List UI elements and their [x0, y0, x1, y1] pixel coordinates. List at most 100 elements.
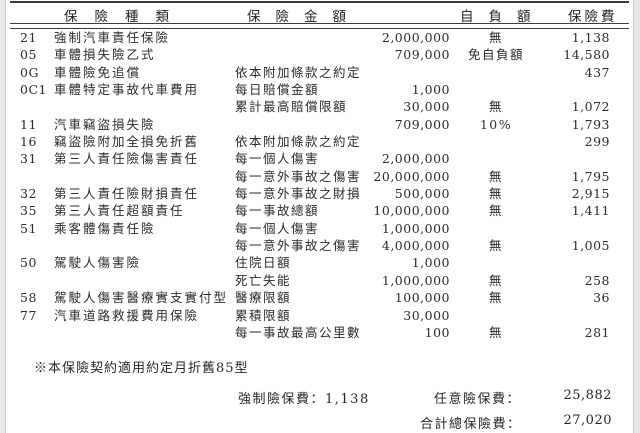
table-row: 0C1 車體特定事故代車費用 每日賠償金額 1,000 [8, 81, 631, 98]
premium-value: 36 [593, 290, 610, 306]
table-row: 累計最高賠償限額 30,000 無 1,072 [8, 98, 631, 115]
deductible-value: 免自負額 [467, 47, 524, 63]
coverage-code: 21 [20, 30, 37, 45]
table-row: 16 竊盜險附加全損免折舊 依本附加條款之約定 299 [8, 133, 631, 150]
coverage-name: 車體險免追償 [54, 64, 142, 80]
deductible-value: 10% [479, 116, 513, 132]
coverage-name: 車體損失險乙式 [54, 47, 156, 63]
coverage-name: 竊盜險附加全損免折舊 [54, 134, 200, 150]
coverage-limit-description: 累積限額 [235, 307, 292, 323]
insured-amount: 30,000 [403, 99, 450, 115]
coverage-limit-description: 醫療限額 [235, 290, 292, 306]
column-header-deductible: 自負額 [460, 9, 546, 25]
coverage-code: 51 [20, 220, 37, 236]
table-row: 21 強制汽車責任保險 2,000,000 無 1,138 [8, 29, 631, 46]
coverage-code: 0G [20, 64, 39, 80]
coverage-name: 駕駛人傷害醫療實支實付型 [54, 290, 229, 306]
insured-amount: 100 [424, 324, 450, 340]
depreciation-note: ※本保險契約適用約定月折舊85型 [34, 361, 249, 376]
coverage-limit-description: 每一個人傷害 [235, 151, 320, 167]
insured-amount: 30,000 [403, 307, 450, 323]
grand-total-premium-value: 27,020 [563, 413, 612, 428]
coverage-name: 第三人責任超額責任 [54, 203, 185, 219]
coverage-name: 車體特定事故代車費用 [54, 82, 200, 98]
coverage-name: 第三人責任險傷害責任 [54, 151, 200, 167]
premium-value: 1,138 [571, 30, 610, 45]
voluntary-premium-label: 任意險保費： [434, 392, 522, 407]
coverage-limit-description: 累計最高賠償限額 [235, 99, 348, 115]
table-row: 0G 車體險免追償 依本附加條款之約定 437 [8, 64, 631, 81]
insured-amount: 4,000,000 [381, 238, 450, 254]
coverage-code: 31 [20, 151, 37, 167]
coverage-code: 0C1 [20, 82, 47, 98]
voluntary-premium-value: 25,882 [563, 388, 612, 403]
scan-right-edge [633, 0, 640, 433]
table-row: 77 汽車道路救援費用保險 累積限額 30,000 [8, 307, 631, 324]
premium-value: 1,005 [571, 238, 610, 254]
coverage-name: 汽車竊盜損失險 [54, 116, 156, 132]
premium-value: 14,580 [563, 47, 610, 63]
premium-value: 258 [584, 272, 610, 288]
table-row: 05 車體損失險乙式 709,000 免自負額 14,580 [8, 46, 631, 63]
premium-value: 299 [584, 134, 610, 150]
compulsory-premium-total: 強制險保費：1,138 [238, 392, 370, 407]
coverage-limit-description: 每一事故總額 [235, 203, 320, 219]
insured-amount: 1,000 [411, 82, 450, 98]
coverage-table-body: 21 強制汽車責任保險 2,000,000 無 1,138 05 車體損失險乙式… [8, 29, 631, 341]
deductible-value: 無 [488, 324, 503, 340]
column-header-insured-amount: 保險金額 [247, 9, 361, 25]
deductible-value: 無 [488, 30, 503, 45]
coverage-code: 58 [20, 290, 37, 306]
coverage-code: 32 [20, 186, 37, 202]
table-row: 死亡失能 1,000,000 無 258 [8, 272, 631, 289]
deductible-value: 無 [488, 272, 503, 288]
premium-value: 437 [584, 64, 610, 80]
premium-value: 1,793 [571, 116, 610, 132]
table-row: 51 乘客體傷責任險 每一個人傷害 1,000,000 [8, 220, 631, 237]
table-row: 50 駕駛人傷害險 住院日額 1,000 [8, 254, 631, 271]
deductible-value: 無 [488, 186, 503, 202]
coverage-code: 05 [20, 47, 37, 63]
coverage-name: 駕駛人傷害險 [54, 255, 142, 271]
insured-amount: 1,000 [411, 255, 450, 271]
insured-amount: 500,000 [394, 186, 450, 202]
table-row: 每一意外事故之傷害 20,000,000 無 1,795 [8, 168, 631, 185]
coverage-name: 汽車道路救援費用保險 [54, 307, 200, 323]
coverage-limit-description: 依本附加條款之約定 [235, 64, 362, 80]
premium-value: 2,915 [571, 186, 610, 202]
coverage-limit-description: 每一意外事故之傷害 [235, 168, 362, 184]
coverage-limit-description: 每日賠償金額 [235, 82, 320, 98]
column-header-premium: 保險費 [568, 9, 618, 25]
coverage-name: 強制汽車責任保險 [54, 30, 171, 45]
coverage-limit-description: 每一意外事故之傷害 [235, 238, 362, 254]
coverage-code: 16 [20, 134, 37, 150]
coverage-limit-description: 每一個人傷害 [235, 220, 320, 236]
coverage-code: 11 [20, 116, 37, 132]
coverage-name: 乘客體傷責任險 [54, 220, 156, 236]
coverage-code: 50 [20, 255, 37, 271]
deductible-value: 無 [488, 290, 503, 306]
insured-amount: 2,000,000 [381, 30, 450, 45]
table-row: 35 第三人責任超額責任 每一事故總額 10,000,000 無 1,411 [8, 202, 631, 219]
table-top-rule [10, 1, 629, 3]
table-row: 每一事故最高公里數 100 無 281 [8, 324, 631, 341]
table-row: 31 第三人責任險傷害責任 每一個人傷害 2,000,000 [8, 150, 631, 167]
coverage-limit-description: 每一意外事故之財損 [235, 186, 362, 202]
table-row: 每一意外事故之傷害 4,000,000 無 1,005 [8, 237, 631, 254]
coverage-limit-description: 住院日額 [235, 255, 292, 271]
coverage-code: 77 [20, 307, 37, 323]
table-row: 11 汽車竊盜損失險 709,000 10% 1,793 [8, 116, 631, 133]
premium-value: 1,072 [571, 99, 610, 115]
insured-amount: 1,000,000 [381, 220, 450, 236]
table-row: 58 駕駛人傷害醫療實支實付型 醫療限額 100,000 無 36 [8, 289, 631, 306]
coverage-name: 第三人責任險財損責任 [54, 186, 200, 202]
insured-amount: 709,000 [394, 47, 450, 63]
coverage-limit-description: 依本附加條款之約定 [235, 134, 362, 150]
deductible-value: 無 [488, 99, 503, 115]
insured-amount: 100,000 [394, 290, 450, 306]
header-double-rule [10, 23, 629, 29]
column-header-insurance-type: 保險種類 [64, 9, 186, 25]
insured-amount: 2,000,000 [381, 151, 450, 167]
scan-left-edge [0, 0, 6, 433]
